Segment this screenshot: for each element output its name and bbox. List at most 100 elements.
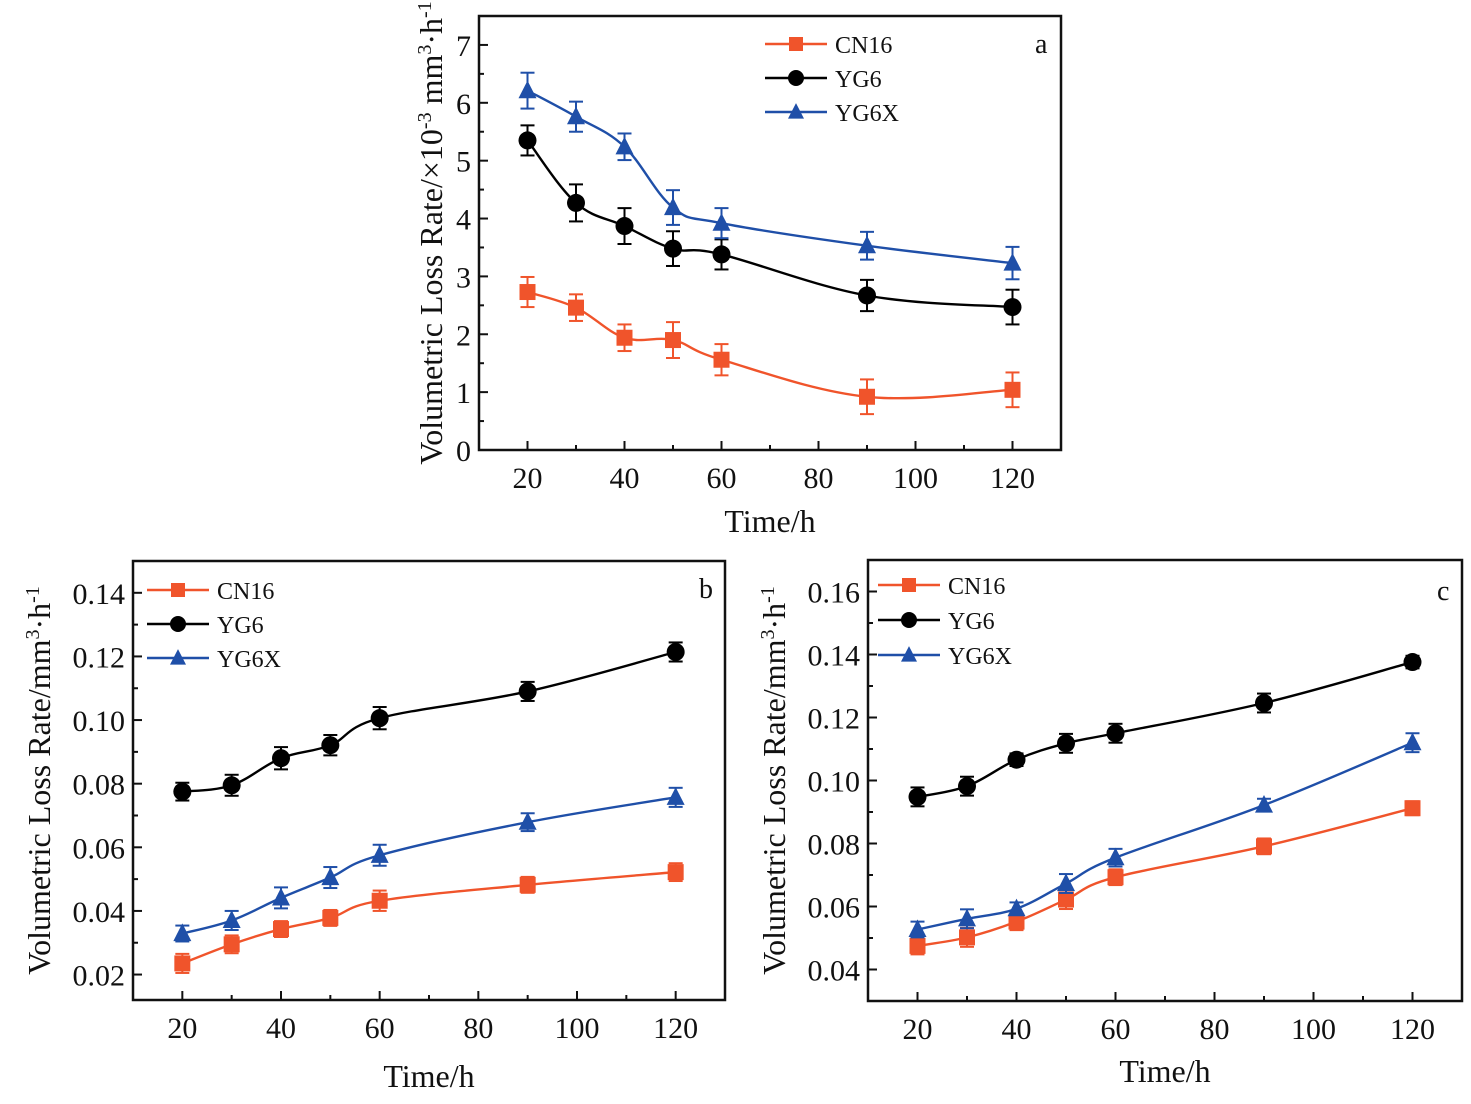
x-tick-label: 40 — [610, 462, 640, 495]
data-point — [1007, 898, 1026, 917]
data-point — [1003, 253, 1022, 271]
x-tick-label: 80 — [804, 462, 834, 495]
legend-label: YG6 — [217, 613, 264, 639]
y-axis-title-superscript: -3 — [414, 112, 436, 129]
y-axis-title-superscript: 3 — [22, 629, 44, 639]
y-tick-label: 0.06 — [73, 832, 126, 865]
data-point — [568, 299, 584, 316]
series-line — [527, 290, 1013, 400]
legend-marker-icon — [170, 649, 186, 665]
x-tick-label: 60 — [365, 1012, 395, 1045]
panel-b: 20 40 60 80 100 120 0.02 0.04 0.06 0.08 0.10 0.12 0.… — [21, 559, 727, 1094]
legend-item-yg6x: YG6X — [147, 647, 281, 673]
data-point — [1106, 724, 1125, 743]
data-point — [665, 332, 681, 349]
panel-label: a — [1035, 29, 1048, 60]
y-axis-title-superscript: 3 — [757, 629, 779, 639]
legend-label: CN16 — [835, 33, 892, 59]
data-point — [223, 936, 240, 953]
legend-item-cn16: CN16 — [147, 579, 274, 605]
y-tick-label: 0 — [456, 435, 471, 468]
x-tick-label: 80 — [1200, 1013, 1230, 1046]
y-axis-title: Volumetric Loss Rate/mm3·h-1 — [21, 586, 57, 975]
x-tick-label: 60 — [707, 462, 737, 495]
data-point — [712, 245, 731, 264]
data-point — [518, 682, 537, 701]
data-point — [567, 106, 585, 125]
series-yg6 — [173, 641, 685, 802]
data-point — [371, 892, 388, 909]
y-axis-title-superscript: -1 — [414, 1, 436, 18]
panel-label: c — [1437, 576, 1449, 607]
data-point — [1255, 794, 1273, 813]
legend-marker-icon — [789, 37, 803, 51]
y-tick-label: 0.04 — [808, 955, 861, 988]
data-point — [859, 388, 875, 405]
data-point — [1057, 873, 1075, 892]
y-tick-label: 5 — [456, 146, 471, 179]
data-point — [667, 864, 684, 881]
series-yg6x — [518, 71, 1022, 281]
data-point — [666, 787, 685, 805]
y-tick-label: 7 — [456, 30, 471, 63]
data-point — [173, 923, 192, 942]
data-point — [273, 921, 289, 938]
y-tick-label: 0.12 — [808, 703, 861, 736]
x-axis-title: Time/h — [1119, 1053, 1210, 1089]
data-point — [1003, 298, 1022, 317]
data-point — [908, 919, 927, 938]
data-point — [909, 937, 926, 954]
data-point — [1008, 913, 1025, 930]
data-point — [1106, 847, 1125, 866]
data-point — [1007, 750, 1026, 769]
y-tick-label: 6 — [456, 88, 471, 121]
legend-item-yg6: YG6 — [878, 609, 995, 635]
data-point — [1403, 732, 1422, 751]
x-tick-label: 120 — [990, 462, 1035, 495]
data-point — [222, 910, 241, 929]
x-tick-label: 80 — [463, 1012, 493, 1045]
data-point — [615, 217, 634, 236]
data-point — [272, 887, 290, 906]
x-tick-label: 100 — [893, 462, 938, 495]
series-yg6x — [173, 786, 685, 943]
data-point — [858, 286, 876, 305]
legend-item-yg6x: YG6X — [878, 644, 1012, 670]
data-point — [1256, 838, 1272, 855]
data-point — [174, 955, 191, 972]
y-axis-title-part: Volumetric Loss Rate/mm — [756, 639, 792, 974]
data-point — [616, 329, 633, 346]
legend-marker-icon — [170, 616, 186, 632]
x-axis-title: Time/h — [724, 503, 815, 539]
legend-label: YG6X — [217, 647, 281, 673]
legend: CN16 YG6 YG6X — [147, 579, 281, 673]
data-point — [519, 876, 536, 893]
legend-label: CN16 — [217, 579, 274, 605]
series-line — [526, 89, 1013, 265]
data-point — [1058, 891, 1074, 908]
series-line — [917, 741, 1413, 931]
legend-item-yg6: YG6 — [765, 67, 882, 93]
data-point — [518, 812, 537, 830]
x-axis-title: Time/h — [383, 1058, 474, 1094]
series-line — [526, 139, 1013, 309]
series-line — [182, 796, 676, 935]
y-tick-label: 0.08 — [73, 769, 126, 802]
legend-marker-icon — [901, 646, 917, 662]
data-point — [1255, 694, 1273, 713]
x-tick-label: 60 — [1101, 1013, 1131, 1046]
y-tick-label: 3 — [456, 261, 471, 294]
series-line — [917, 807, 1413, 948]
series-cn16 — [519, 275, 1021, 416]
y-axis-title-part: ·h — [21, 603, 57, 630]
x-tick-label: 40 — [1002, 1013, 1032, 1046]
data-point — [1403, 653, 1422, 672]
legend-marker-icon — [171, 583, 185, 597]
data-point — [518, 80, 537, 99]
x-tick-label: 20 — [513, 462, 543, 495]
legend-label: YG6X — [948, 644, 1012, 670]
legend-label: YG6 — [835, 67, 882, 93]
data-point — [321, 867, 340, 886]
legend-marker-icon — [788, 103, 804, 119]
data-point — [712, 213, 731, 231]
